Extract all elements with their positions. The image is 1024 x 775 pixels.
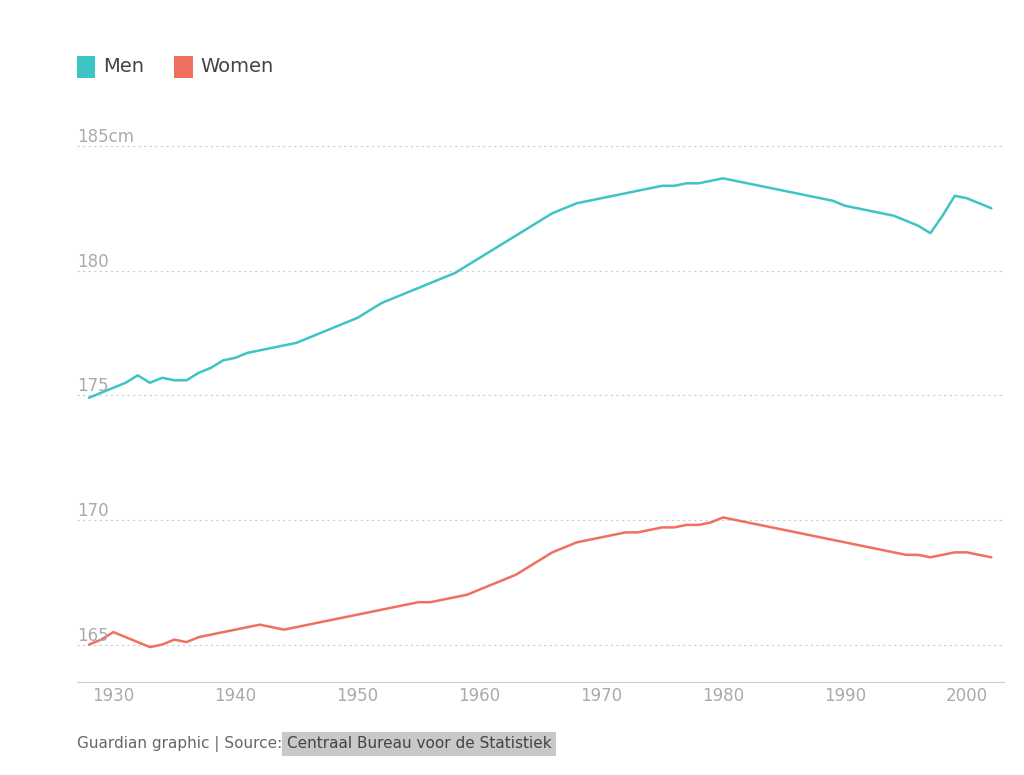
Text: Women: Women xyxy=(201,57,274,76)
Text: 175: 175 xyxy=(77,377,109,395)
FancyBboxPatch shape xyxy=(77,56,95,78)
Text: 170: 170 xyxy=(77,502,109,520)
FancyBboxPatch shape xyxy=(174,56,193,78)
Text: 180: 180 xyxy=(77,253,109,270)
Text: 165: 165 xyxy=(77,627,109,645)
Text: 185cm: 185cm xyxy=(77,128,134,146)
Text: Men: Men xyxy=(103,57,144,76)
Text: Centraal Bureau voor de Statistiek: Centraal Bureau voor de Statistiek xyxy=(287,736,552,752)
Text: Guardian graphic | Source:: Guardian graphic | Source: xyxy=(77,736,287,752)
